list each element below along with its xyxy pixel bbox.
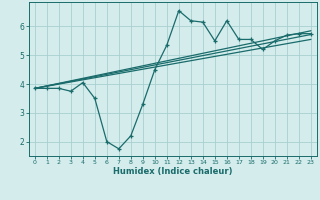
X-axis label: Humidex (Indice chaleur): Humidex (Indice chaleur): [113, 167, 233, 176]
